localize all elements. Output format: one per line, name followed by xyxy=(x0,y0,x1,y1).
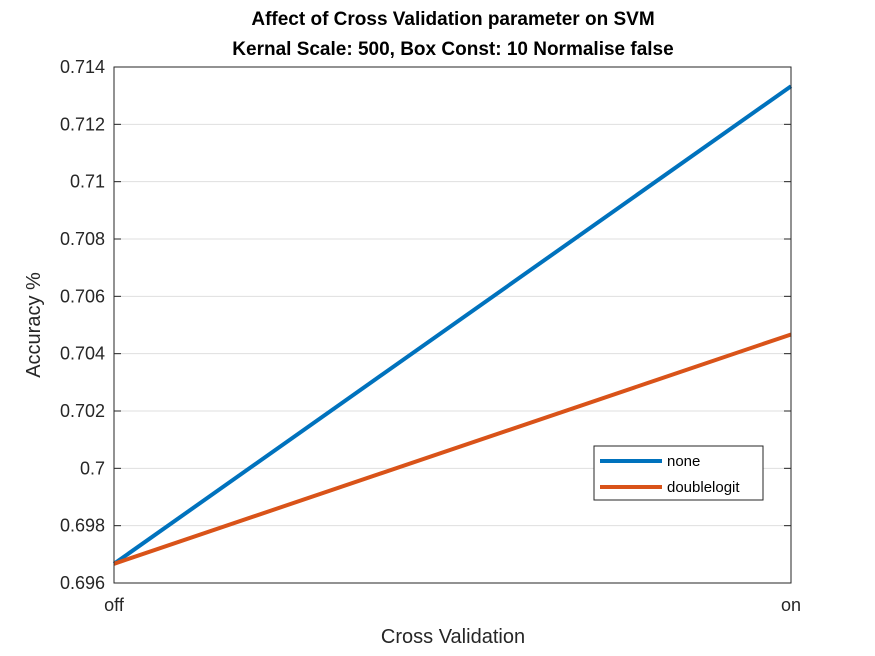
y-tick-label: 0.712 xyxy=(60,114,105,134)
y-tick-label: 0.704 xyxy=(60,344,105,364)
series-line-none xyxy=(112,84,793,566)
legend-label-doublelogit: doublelogit xyxy=(667,479,740,496)
y-tick-label: 0.71 xyxy=(70,172,105,192)
y-tick-label: 0.702 xyxy=(60,401,105,421)
plot-frame xyxy=(113,66,792,584)
series-line-doublelogit xyxy=(113,332,792,566)
y-tick-labels: 0.696 0.698 0.7 0.702 0.704 0.706 0.708 0.71 0.7… xyxy=(60,57,105,593)
legend: none doublelogit xyxy=(593,445,764,501)
y-tick-label: 0.714 xyxy=(60,57,105,77)
y-tick-label: 0.698 xyxy=(60,516,105,536)
y-tick-label: 0.706 xyxy=(60,286,105,306)
chart-subtitle: Kernal Scale: 500, Box Const: 10 Normali… xyxy=(232,39,673,60)
y-axis-label: Accuracy % xyxy=(23,272,45,378)
x-tick-label: off xyxy=(104,595,125,615)
y-tick-label: 0.708 xyxy=(60,229,105,249)
x-axis-label: Cross Validation xyxy=(381,626,525,648)
chart-title: Affect of Cross Validation parameter on … xyxy=(251,9,654,30)
axis-layer xyxy=(113,66,792,584)
x-tick-labels: off on xyxy=(104,595,801,615)
y-tick-label: 0.7 xyxy=(80,458,105,478)
x-tick-label: on xyxy=(781,595,801,615)
legend-label-none: none xyxy=(667,453,700,470)
legend-box xyxy=(593,445,764,501)
y-tick-label: 0.696 xyxy=(60,573,105,593)
series-layer xyxy=(112,84,793,566)
